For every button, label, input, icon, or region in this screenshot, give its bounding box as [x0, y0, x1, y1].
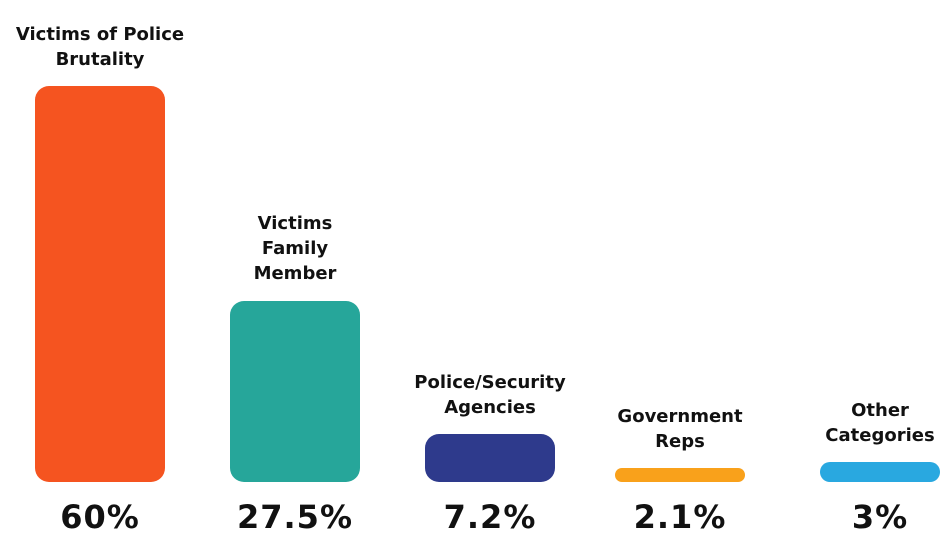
category-label: Other Categories — [825, 399, 935, 447]
value-label: 2.1% — [633, 498, 727, 534]
bar — [820, 462, 940, 482]
value-label: 7.2% — [443, 498, 537, 534]
bar — [35, 86, 165, 482]
value-label: 60% — [60, 498, 140, 534]
bar — [230, 300, 360, 482]
category-label: Victims of Police Brutality — [15, 23, 185, 70]
category-label: Police/Security Agencies — [414, 372, 566, 419]
value-label: 27.5% — [236, 498, 353, 534]
value-label: 3% — [851, 498, 909, 534]
bar — [615, 468, 745, 482]
category-label: Government Reps — [617, 405, 743, 452]
bar — [425, 434, 555, 482]
category-label: Victims Family Member — [253, 212, 337, 285]
